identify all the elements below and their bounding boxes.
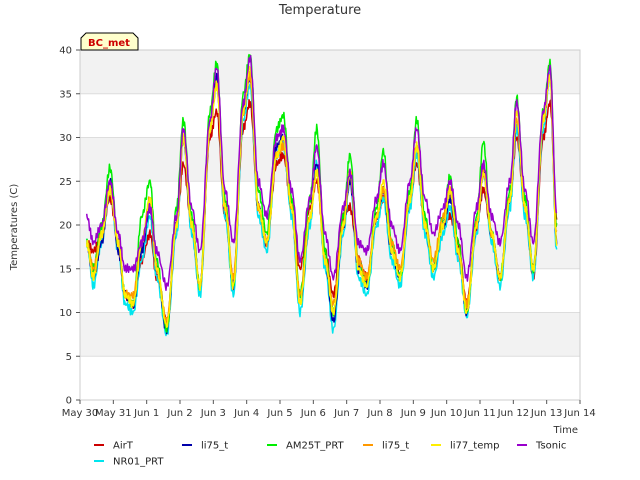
y-tick-label: 40: [59, 46, 72, 57]
station-badge-label: BC_met: [88, 38, 130, 49]
x-tick-label: Jun 7: [333, 408, 359, 419]
series-layer: [85, 53, 558, 337]
x-tick-label: Jun 6: [300, 408, 326, 419]
y-tick-label: 0: [66, 396, 72, 407]
y-tick-label: 15: [59, 264, 72, 275]
y-tick-label: 5: [66, 352, 72, 363]
legend-label: AirT: [113, 441, 134, 452]
x-tick-label: Jun 11: [463, 408, 496, 419]
series-line: [85, 54, 558, 291]
background-band: [80, 50, 580, 94]
x-tick-label: Jun 13: [530, 408, 563, 419]
x-tick-label: Jun 10: [430, 408, 463, 419]
station-badge: BC_met: [80, 32, 139, 51]
background-band: [80, 312, 580, 357]
legend-label: Tsonic: [535, 441, 566, 452]
x-tick-label: May 31: [95, 408, 132, 419]
x-tick-label: Jun 1: [133, 408, 159, 419]
legend-label: li75_t: [201, 441, 228, 452]
x-tick-label: Jun 8: [366, 408, 392, 419]
x-tick-label: Jun 12: [497, 408, 530, 419]
x-tick-label: Jun 3: [200, 408, 226, 419]
x-tick-label: Jun 2: [166, 408, 192, 419]
legend-label: li75_t: [382, 441, 409, 452]
station-badge-shape: [80, 32, 139, 51]
x-tick-label: Jun 5: [266, 408, 292, 419]
y-axis-ticks: 0 5 10 15 20 25 30 35 40: [59, 46, 80, 407]
legend-label: AM25T_PRT: [286, 441, 345, 452]
x-axis-label: Time: [553, 425, 578, 436]
y-axis-label: Temperatures (C): [9, 184, 20, 272]
legend-label: li77_temp: [450, 441, 499, 452]
x-tick-label: Jun 9: [400, 408, 426, 419]
x-tick-label: Jun 14: [563, 408, 596, 419]
y-tick-label: 25: [59, 177, 72, 188]
background-band: [80, 356, 580, 400]
background-band: [80, 181, 580, 225]
background-band: [80, 93, 580, 138]
y-tick-label: 20: [59, 221, 72, 232]
x-tick-label: Jun 4: [233, 408, 259, 419]
background-band: [80, 137, 580, 182]
legend-label: NR01_PRT: [113, 457, 164, 468]
series-line: [85, 65, 558, 328]
legend: AirT li75_t AM25T_PRT li75_t li77_temp Tsonic…: [94, 441, 566, 468]
chart-title: Temperature: [278, 3, 361, 18]
x-tick-label: May 30: [62, 408, 99, 419]
y-tick-label: 30: [59, 133, 72, 144]
y-tick-label: 10: [59, 308, 72, 319]
y-tick-label: 35: [59, 89, 72, 100]
